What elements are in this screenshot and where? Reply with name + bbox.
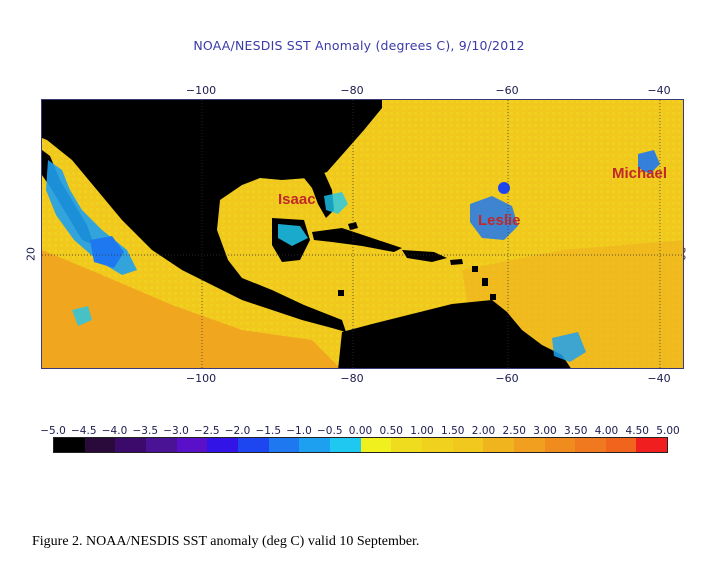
land-puerto-rico: [450, 259, 463, 265]
storm-label-leslie: Leslie: [478, 212, 521, 229]
colorbar-cell: [145, 438, 177, 452]
colorbar-tick-label: 2.00: [471, 425, 496, 437]
cool-anomaly-south: [552, 332, 586, 362]
colorbar-tick-label: 4.00: [594, 425, 619, 437]
lon-tick-bottom: −80: [340, 372, 364, 385]
map-title: NOAA/NESDIS SST Anomaly (degrees C), 9/1…: [193, 38, 525, 53]
colorbar-cell: [452, 438, 484, 452]
colorbar-cell: [207, 438, 238, 452]
colorbar-cell: [636, 438, 668, 452]
colorbar-tick-label: −0.5: [317, 425, 343, 437]
sst-anomaly-map: Isaac Leslie Michael: [41, 99, 684, 369]
colorbar-cell: [268, 438, 300, 452]
storm-label-isaac: Isaac: [278, 191, 316, 208]
colorbar-cell: [176, 438, 208, 452]
colorbar-tick-label: 1.50: [441, 425, 465, 437]
cool-anomaly-bahamas: [324, 192, 348, 214]
colorbar-cell: [84, 438, 116, 452]
lon-tick-bottom: −100: [185, 372, 217, 385]
colorbar-cell: [544, 438, 576, 452]
colorbar-cell: [513, 438, 545, 452]
cool-anomaly-gulf: [278, 224, 308, 246]
colorbar-tick-label: −2.5: [194, 425, 220, 437]
colorbar-tick-label: −5.0: [40, 425, 66, 437]
cool-anomaly-leslie: [470, 196, 518, 240]
colorbar-tick-label: −4.0: [101, 425, 128, 437]
lon-tick-bottom: −40: [647, 372, 671, 385]
land-cuba: [312, 228, 402, 252]
colorbar-cell: [575, 438, 606, 452]
colorbar-tick-label: 0.50: [379, 425, 403, 437]
figure-caption: Figure 2. NOAA/NESDIS SST anomaly (deg C…: [32, 534, 420, 549]
colorbar-cell: [54, 438, 85, 452]
colorbar-cell: [329, 438, 361, 452]
colorbar-tick-label: 4.50: [625, 425, 649, 437]
colorbar-tick-label: 3.50: [564, 425, 588, 437]
lon-tick-bottom: −60: [495, 372, 519, 385]
lon-tick-top: −40: [647, 84, 671, 97]
colorbar-tick-label: −3.5: [132, 425, 159, 437]
leslie-cold-core: [498, 182, 510, 194]
colorbar-tick-label: 3.00: [533, 425, 557, 437]
lon-tick-top: −100: [185, 84, 217, 97]
lon-tick-top: −60: [495, 84, 519, 97]
map-gridlines: [42, 100, 683, 368]
storm-label-michael: Michael: [612, 165, 667, 182]
land-south-america: [338, 300, 571, 368]
colorbar-cell: [299, 438, 330, 452]
colorbar-cell: [391, 438, 422, 452]
colorbar-cell: [237, 438, 269, 452]
colorbar-cell: [605, 438, 637, 452]
colorbar-cell: [115, 438, 146, 452]
colorbar-cell: [483, 438, 514, 452]
colorbar-tick-label: 0.00: [348, 425, 373, 437]
colorbar-tick-label: 1.00: [410, 425, 434, 437]
colorbar-cell: [360, 438, 392, 452]
colorbar-tick-label: −4.5: [71, 425, 97, 437]
warm-anomaly-east-pacific: [42, 250, 340, 368]
colorbar-tick-label: 5.00: [656, 425, 680, 437]
lat-tick-left: 20: [24, 247, 38, 261]
land-hispaniola: [402, 250, 447, 262]
lon-tick-top: −80: [340, 84, 364, 97]
sst-colorbar: [53, 437, 668, 453]
cool-anomaly-michael: [638, 150, 660, 174]
cool-anomaly-pacific-core: [90, 236, 124, 268]
sst-map-svg: Isaac Leslie Michael: [42, 100, 683, 368]
colorbar-tick-label: −2.0: [224, 425, 251, 437]
colorbar-tick-label: −1.5: [255, 425, 282, 437]
colorbar-tick-label: 2.50: [502, 425, 526, 437]
land-north-america: [42, 100, 382, 332]
colorbar-tick-label: −3.0: [163, 425, 189, 437]
colorbar-tick-label: −1.0: [286, 425, 312, 437]
colorbar-cell: [421, 438, 453, 452]
cool-anomaly-se-pacific: [72, 306, 92, 326]
